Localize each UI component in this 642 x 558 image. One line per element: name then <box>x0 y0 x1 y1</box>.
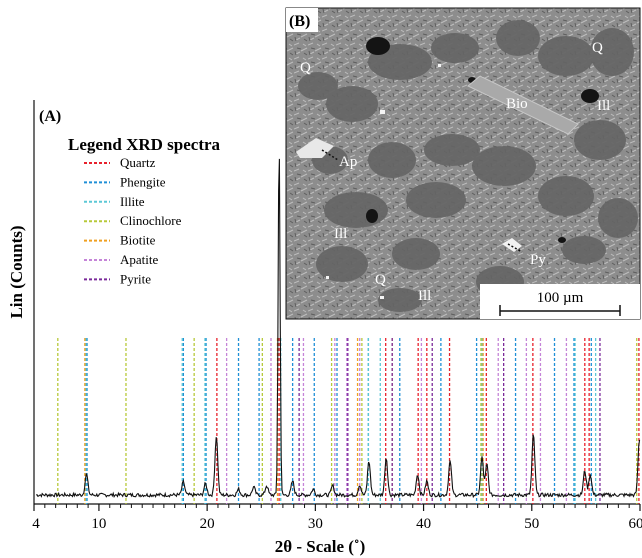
sem-label-ill-2: Ill <box>334 226 347 242</box>
xrd-spectrum-line <box>36 158 641 499</box>
legend: Legend XRD spectra Quartz Phengite Illite C… <box>68 135 221 286</box>
sem-label-q-3: Q <box>375 272 386 288</box>
y-axis-title: Lin (Counts) <box>7 225 26 318</box>
x-tick-label-30: 30 <box>308 516 323 532</box>
scale-bar-label: 100 µm <box>537 290 584 306</box>
x-tick-label-40: 40 <box>416 516 431 532</box>
sem-label-q-2: Q <box>592 40 603 56</box>
panel-b-label: (B) <box>289 13 310 30</box>
legend-label-apatite: Apatite <box>120 252 158 267</box>
legend-label-quartz: Quartz <box>120 155 156 170</box>
x-axis-ticks: 4 10 20 30 40 50 60 <box>32 504 642 532</box>
legend-label-biotite: Biotite <box>120 233 156 248</box>
sem-label-ill-3: Ill <box>418 288 431 304</box>
sem-label-bio: Bio <box>506 96 528 112</box>
x-tick-label-20: 20 <box>200 516 215 532</box>
legend-label-pyrite: Pyrite <box>120 271 151 286</box>
sem-label-q-1: Q <box>300 60 311 76</box>
sem-label-ill-1: Ill <box>597 98 610 114</box>
legend-label-illite: Illite <box>120 194 145 209</box>
legend-label-clinochlore: Clinochlore <box>120 213 182 228</box>
legend-title: Legend XRD spectra <box>68 135 221 154</box>
scale-bar-box <box>480 284 640 319</box>
sem-label-ap: Ap <box>339 154 357 170</box>
x-axis-title: 2θ - Scale (˚) <box>275 537 366 556</box>
x-tick-label-10: 10 <box>91 516 106 532</box>
x-tick-label-60: 60 <box>629 516 642 532</box>
sem-label-py: Py <box>530 252 546 268</box>
phase-reference-lines <box>57 338 640 504</box>
x-tick-label-4: 4 <box>32 516 40 532</box>
sem-image-panel: (B) Q Q Bio Ill Ap Ill Py Q Ill 100 µm <box>285 7 641 320</box>
scale-bar <box>499 305 621 316</box>
x-tick-label-50: 50 <box>524 516 539 532</box>
legend-label-phengite: Phengite <box>120 174 166 189</box>
panel-a-label: (A) <box>39 108 61 125</box>
